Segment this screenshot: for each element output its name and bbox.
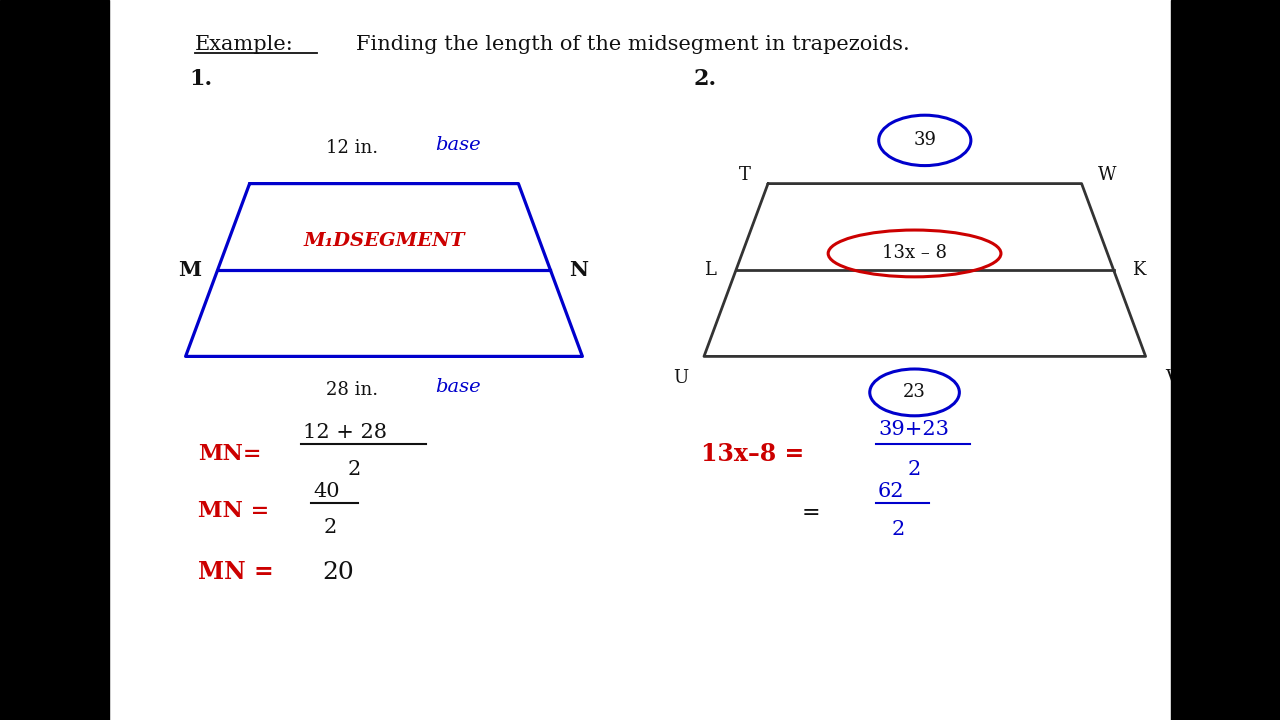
Text: M₁DSEGMENT: M₁DSEGMENT: [303, 232, 465, 250]
Text: =: =: [801, 502, 820, 523]
Text: base: base: [435, 136, 481, 154]
Bar: [1171, 0, 1280, 720]
Text: Example:: Example:: [195, 35, 293, 54]
Text: 40: 40: [314, 482, 340, 500]
Text: 13x–8 =: 13x–8 =: [701, 441, 805, 466]
Text: 28 in.: 28 in.: [326, 382, 378, 399]
Text: 2.: 2.: [694, 68, 717, 90]
Text: 13x – 8: 13x – 8: [882, 245, 947, 262]
Text: 12 in.: 12 in.: [326, 138, 378, 157]
Text: N: N: [570, 260, 588, 280]
Text: MN =: MN =: [198, 560, 274, 585]
Text: U: U: [673, 369, 689, 387]
Text: 39: 39: [914, 132, 936, 150]
Text: V: V: [1165, 369, 1178, 387]
Text: T: T: [739, 166, 751, 184]
Text: 2: 2: [348, 460, 361, 479]
Text: 39+23: 39+23: [878, 420, 948, 439]
Text: 2: 2: [908, 460, 920, 479]
Text: K: K: [1133, 261, 1146, 279]
Text: 23: 23: [904, 383, 925, 401]
Text: 12 + 28: 12 + 28: [303, 423, 388, 441]
Text: MN =: MN =: [198, 500, 270, 522]
Text: 1.: 1.: [189, 68, 212, 90]
Text: Finding the length of the midsegment in trapezoids.: Finding the length of the midsegment in …: [356, 35, 910, 54]
Text: L: L: [704, 261, 717, 279]
Text: 2: 2: [892, 520, 905, 539]
Text: MN=: MN=: [198, 443, 262, 464]
Text: 2: 2: [324, 518, 337, 537]
Text: W: W: [1098, 166, 1116, 184]
Text: 20: 20: [323, 561, 355, 584]
Text: M: M: [178, 260, 201, 280]
Text: 62: 62: [878, 482, 905, 500]
Bar: [0, 0, 109, 720]
Text: base: base: [435, 377, 481, 396]
